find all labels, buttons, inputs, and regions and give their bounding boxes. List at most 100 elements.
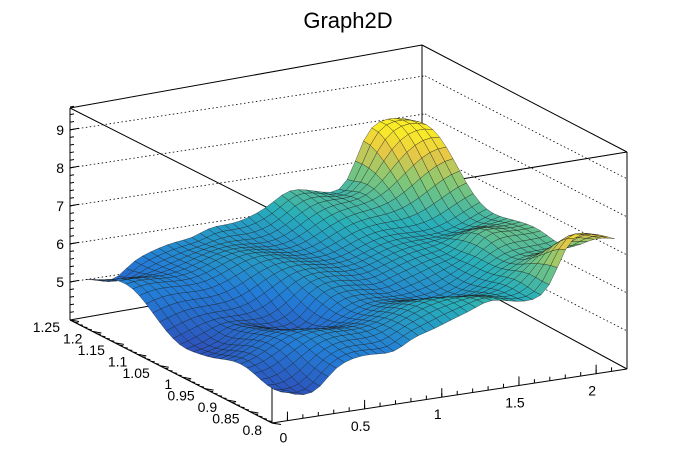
y-tick-label: 1.2 bbox=[63, 330, 83, 346]
y-minor-tick bbox=[200, 385, 205, 388]
surface-mesh bbox=[85, 118, 615, 395]
y-minor-tick bbox=[87, 328, 93, 331]
y-minor-tick bbox=[191, 381, 196, 383]
y-minor-tick bbox=[128, 349, 133, 351]
y-minor-tick bbox=[244, 408, 250, 411]
y-minor-tick bbox=[258, 415, 263, 418]
x-tick-label: 2 bbox=[588, 383, 596, 399]
y-minor-tick bbox=[155, 362, 160, 365]
z-minor-tick bbox=[69, 136, 75, 138]
y-axis-ticks: 1.251.21.151.11.05 10.950.90.850.8 bbox=[33, 319, 282, 438]
z-minor-tick bbox=[69, 288, 75, 291]
z-tick-label: 7 bbox=[56, 198, 64, 214]
y-minor-tick bbox=[83, 326, 88, 329]
y-minor-tick bbox=[213, 392, 218, 395]
y-minor-tick bbox=[69, 319, 75, 322]
y-minor-tick bbox=[101, 335, 106, 338]
z-minor-tick bbox=[69, 128, 75, 131]
y-minor-tick bbox=[119, 344, 124, 347]
z-minor-tick bbox=[69, 303, 75, 306]
x-tick-label: 1.5 bbox=[505, 394, 525, 410]
y-minor-tick bbox=[177, 374, 182, 377]
y-minor-tick bbox=[92, 330, 97, 333]
z-minor-tick bbox=[69, 257, 75, 260]
z-minor-tick bbox=[69, 151, 75, 154]
z-tick-label: 8 bbox=[56, 160, 64, 176]
y-minor-tick bbox=[105, 337, 110, 340]
z-minor-tick bbox=[69, 121, 75, 123]
y-minor-tick bbox=[186, 379, 191, 381]
z-tick-label: 9 bbox=[56, 122, 64, 138]
y-minor-tick bbox=[253, 413, 259, 416]
y-minor-tick bbox=[114, 342, 119, 345]
y-minor-tick bbox=[132, 351, 137, 354]
y-tick-label: 1.1 bbox=[108, 353, 128, 369]
y-tick-label: 1.05 bbox=[123, 365, 150, 381]
z-gridline bbox=[424, 75, 628, 180]
y-minor-tick bbox=[236, 404, 241, 406]
z-minor-tick bbox=[69, 311, 75, 313]
y-tick-label: 0.8 bbox=[243, 422, 263, 438]
y-tick-label: 1.15 bbox=[78, 342, 105, 358]
y-minor-tick bbox=[204, 388, 209, 390]
z-minor-tick bbox=[69, 273, 75, 275]
x-tick-label: 1 bbox=[434, 406, 442, 422]
y-minor-tick bbox=[240, 406, 245, 409]
y-minor-tick bbox=[182, 376, 187, 379]
z-minor-tick bbox=[69, 227, 75, 230]
z-minor-tick bbox=[69, 242, 75, 245]
z-tick-label: 6 bbox=[56, 236, 64, 252]
y-tick-label: 0.95 bbox=[167, 388, 194, 404]
z-axis-ticks: 5 6 7 8 9 bbox=[56, 105, 80, 313]
z-minor-tick bbox=[69, 280, 75, 283]
y-minor-tick bbox=[78, 324, 84, 326]
y-minor-tick bbox=[150, 360, 155, 363]
surface-cell bbox=[599, 235, 615, 239]
z-minor-tick bbox=[69, 143, 75, 146]
y-minor-tick bbox=[96, 333, 102, 335]
y-minor-tick bbox=[195, 383, 200, 386]
y-minor-tick bbox=[146, 358, 151, 361]
chart-title: Graph2D bbox=[303, 8, 392, 33]
z-minor-tick bbox=[69, 219, 75, 222]
y-minor-tick bbox=[249, 411, 254, 413]
y-minor-tick bbox=[262, 417, 268, 420]
z-minor-tick bbox=[69, 105, 75, 108]
x-tick-label: 0.5 bbox=[351, 418, 371, 434]
y-minor-tick bbox=[159, 365, 164, 367]
z-minor-tick bbox=[69, 295, 75, 298]
y-minor-tick bbox=[222, 397, 227, 400]
y-minor-tick bbox=[110, 340, 115, 342]
y-minor-tick bbox=[74, 321, 79, 324]
y-minor-tick bbox=[164, 367, 169, 370]
z-gridline bbox=[424, 113, 628, 218]
x-tick-label: 0 bbox=[280, 430, 288, 446]
z-minor-tick bbox=[69, 197, 75, 199]
y-minor-tick bbox=[141, 356, 146, 358]
z-minor-tick bbox=[69, 265, 75, 268]
y-minor-tick bbox=[271, 422, 277, 425]
y-minor-tick bbox=[137, 353, 142, 356]
x-axis-ticks: 0 0.5 1 1.5 2 bbox=[271, 364, 613, 446]
y-minor-tick bbox=[168, 369, 173, 372]
y-minor-tick bbox=[123, 346, 128, 349]
z-minor-tick bbox=[69, 250, 75, 253]
y-tick-label: 0.9 bbox=[198, 399, 218, 415]
z-tick-label: 5 bbox=[56, 274, 64, 290]
z-minor-tick bbox=[69, 204, 75, 207]
y-minor-tick bbox=[231, 401, 236, 404]
z-minor-tick bbox=[69, 174, 75, 176]
z-minor-tick bbox=[69, 181, 75, 184]
z-minor-tick bbox=[69, 166, 75, 169]
y-tick-label: 0.85 bbox=[212, 411, 239, 427]
z-minor-tick bbox=[69, 212, 75, 214]
z-minor-tick bbox=[69, 159, 75, 161]
y-minor-tick bbox=[209, 390, 214, 393]
z-minor-tick bbox=[69, 113, 75, 116]
y-minor-tick bbox=[227, 399, 232, 402]
y-minor-tick bbox=[218, 395, 223, 397]
y-tick-label: 1.25 bbox=[33, 319, 60, 335]
y-tick-label: 1 bbox=[164, 376, 172, 392]
